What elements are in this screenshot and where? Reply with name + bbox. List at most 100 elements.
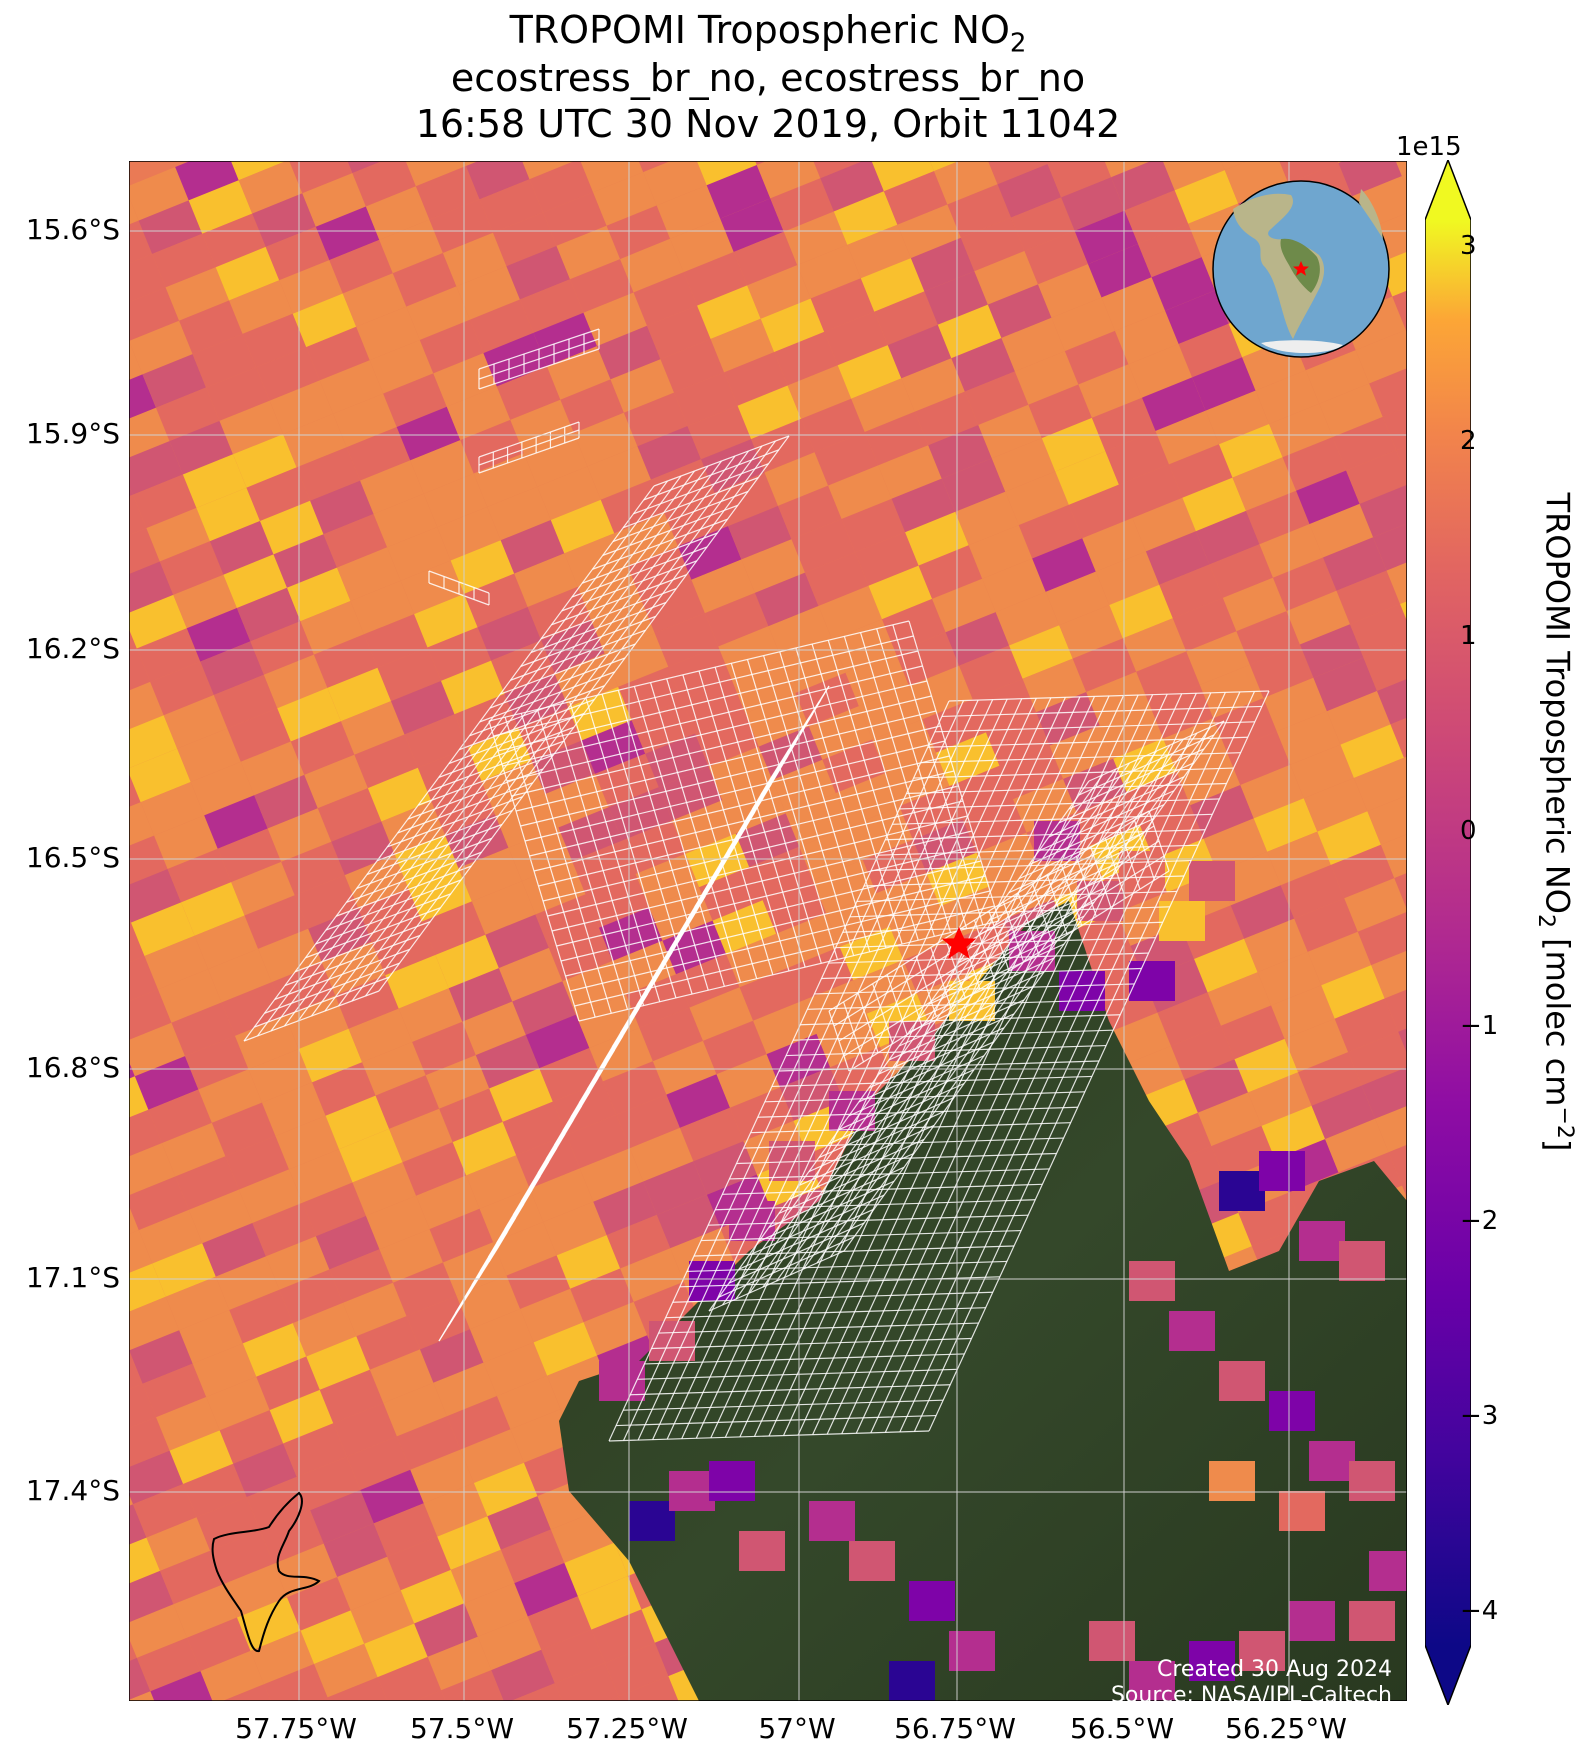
no2-pixel bbox=[789, 946, 854, 1001]
no2-pixel bbox=[620, 238, 684, 293]
no2-pixel bbox=[1402, 1183, 1407, 1198]
no2-pixel bbox=[1122, 618, 1187, 672]
no2-pixel bbox=[1018, 504, 1083, 559]
no2-pixel bbox=[604, 1642, 669, 1697]
no2-pixel bbox=[689, 987, 754, 1041]
no2-pixel bbox=[158, 969, 222, 1023]
no2-pixel bbox=[1357, 911, 1407, 966]
no2-pixel bbox=[213, 674, 278, 729]
no2-pixel bbox=[647, 305, 711, 360]
no2-pixel bbox=[129, 1205, 139, 1235]
no2-pixel bbox=[129, 956, 158, 1002]
no2-pixel bbox=[470, 1309, 534, 1363]
no2-pixel bbox=[292, 293, 357, 348]
no2-pixel bbox=[1064, 330, 1129, 385]
no2-pixel bbox=[329, 239, 393, 294]
no2-pixel bbox=[1249, 644, 1314, 699]
no2-pixel bbox=[352, 161, 416, 207]
no2-pixel bbox=[296, 447, 361, 501]
no2-pixel bbox=[1323, 537, 1387, 591]
no2-pixel bbox=[129, 802, 155, 846]
no2-pixel bbox=[556, 1235, 621, 1289]
no2-pixel bbox=[988, 161, 1048, 185]
no2-pixel bbox=[169, 420, 233, 475]
no2-pixel bbox=[1194, 938, 1258, 993]
no2-pixel bbox=[832, 619, 896, 673]
no2-pixel bbox=[1392, 290, 1407, 330]
no2-pixel bbox=[570, 1268, 634, 1323]
colorbar-extend-max bbox=[1425, 160, 1471, 220]
no2-pixel bbox=[190, 761, 255, 816]
no2-pixel bbox=[156, 387, 220, 442]
no2-pixel bbox=[618, 1676, 679, 1701]
no2-pixel bbox=[1199, 664, 1264, 719]
no2-pixel bbox=[396, 1416, 461, 1470]
no2-pixel bbox=[406, 286, 470, 340]
no2-pixel bbox=[1222, 577, 1287, 632]
no2-pixel bbox=[304, 754, 368, 809]
no2-pixel bbox=[138, 200, 203, 254]
no2-pixel bbox=[1276, 711, 1341, 765]
no2-pixel bbox=[602, 1061, 667, 1115]
no2-pixel bbox=[289, 161, 353, 194]
no2-pixel bbox=[830, 1047, 894, 1101]
no2-pixel bbox=[716, 1054, 780, 1108]
no2-pixel bbox=[423, 473, 488, 528]
no2-pixel bbox=[638, 161, 671, 173]
no2-pixel bbox=[520, 1288, 584, 1343]
lon-tick: 56.25°W bbox=[1225, 1712, 1347, 1745]
no2-pixel bbox=[369, 1349, 434, 1403]
no2-pixel bbox=[287, 1577, 351, 1631]
no2-pixel bbox=[527, 1596, 592, 1650]
colorbar-exponent: 1e15 bbox=[1396, 132, 1462, 162]
no2-pixel bbox=[387, 527, 451, 581]
no2-pixel bbox=[568, 686, 632, 741]
no2-pixel bbox=[1189, 861, 1235, 901]
no2-pixel bbox=[1380, 834, 1407, 879]
no2-pixel bbox=[381, 801, 445, 855]
no2-pixel bbox=[129, 1657, 151, 1700]
no2-pixel bbox=[379, 219, 443, 274]
no2-pixel bbox=[1326, 691, 1391, 745]
no2-pixel bbox=[1382, 407, 1407, 451]
no2-pixel bbox=[703, 1020, 767, 1075]
no2-pixel bbox=[639, 1007, 703, 1062]
no2-pixel bbox=[435, 934, 499, 989]
no2-pixel bbox=[493, 212, 557, 267]
no2-pixel bbox=[1263, 677, 1327, 732]
no2-pixel bbox=[269, 380, 334, 435]
no2-pixel bbox=[1145, 531, 1210, 585]
no2-pixel bbox=[849, 1541, 895, 1581]
no2-pixel bbox=[352, 1162, 417, 1216]
no2-pixel bbox=[695, 713, 759, 767]
colorbar-tick: −2 bbox=[1460, 1206, 1499, 1236]
no2-pixel bbox=[313, 634, 378, 688]
no2-pixel bbox=[691, 559, 755, 614]
no2-pixel bbox=[348, 1008, 413, 1063]
ecostress-swath bbox=[428, 570, 490, 606]
no2-pixel bbox=[192, 333, 257, 388]
no2-pixel bbox=[654, 613, 719, 667]
no2-pixel bbox=[306, 1336, 370, 1390]
no2-pixel bbox=[129, 1450, 184, 1505]
no2-pixel bbox=[1140, 805, 1204, 859]
no2-pixel bbox=[745, 693, 809, 747]
no2-pixel bbox=[246, 1476, 311, 1531]
no2-pixel bbox=[448, 968, 513, 1022]
no2-pixel bbox=[1180, 905, 1245, 959]
no2-pixel bbox=[1078, 364, 1142, 418]
no2-pixel bbox=[1028, 384, 1092, 439]
no2-pixel bbox=[1350, 604, 1407, 658]
no2-pixel bbox=[871, 161, 934, 192]
no2-pixel bbox=[805, 552, 869, 606]
no2-pixel bbox=[512, 981, 576, 1035]
no2-pixel bbox=[387, 1536, 451, 1591]
no2-pixel bbox=[1339, 1241, 1385, 1281]
chart-title-line-1: TROPOMI Tropospheric NO2 bbox=[509, 8, 1027, 59]
no2-pixel bbox=[623, 392, 688, 447]
no2-pixel bbox=[1197, 1092, 1262, 1147]
no2-pixel bbox=[580, 161, 644, 193]
no2-pixel bbox=[202, 213, 266, 268]
no2-pixel bbox=[215, 1256, 280, 1310]
no2-pixel bbox=[737, 385, 802, 440]
